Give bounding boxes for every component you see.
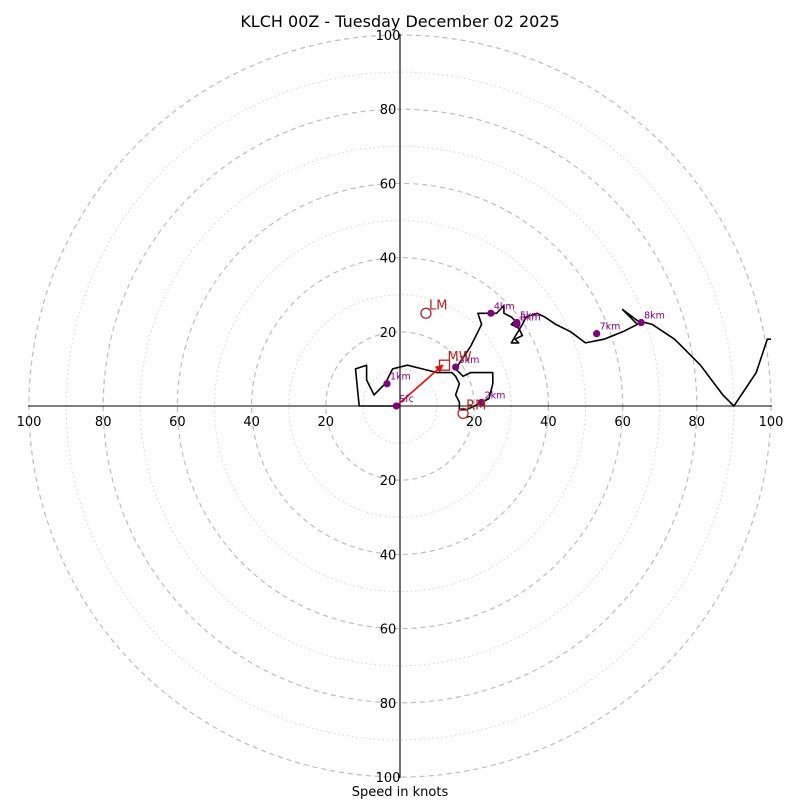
shear-vector-arrow — [395, 364, 444, 407]
height-label-Sfc: Sfc — [399, 394, 414, 405]
tick-label-left-60: 60 — [169, 415, 186, 430]
axis-tick-labels: 20 20 20 20 40 40 40 40 60 60 60 60 80 80 80 80 100 100 10… — [17, 29, 784, 786]
storm-motion-label-MW: MW — [448, 350, 472, 365]
storm-motion-marker-LM — [420, 307, 432, 319]
height-dot-4km — [487, 309, 495, 317]
tick-label-top-100: 100 — [376, 29, 401, 44]
tick-label-top-80: 80 — [380, 103, 397, 118]
tick-label-bottom-40: 40 — [380, 548, 397, 563]
tick-label-left-40: 40 — [243, 415, 260, 430]
tick-label-left-100: 100 — [17, 415, 42, 430]
wind-trace-line — [354, 304, 771, 411]
height-dot-Sfc — [392, 402, 400, 410]
height-label-3km: 3km — [459, 355, 480, 366]
storm-motion-label-RM: RM — [466, 398, 486, 413]
storm-motion-label-LM: LM — [429, 298, 447, 313]
height-label-7km: 7km — [600, 322, 621, 333]
tick-label-top-40: 40 — [380, 252, 397, 267]
height-dot-6km — [513, 320, 521, 328]
storm-motion-marker-MW — [438, 359, 451, 371]
tick-label-bottom-20: 20 — [380, 474, 397, 489]
height-label-1km: 1km — [390, 372, 411, 383]
storm-motion-markers: LM RM MW — [420, 298, 486, 420]
height-dot-3km — [452, 363, 460, 371]
height-label-8km: 8km — [644, 311, 665, 322]
height-dot-7km — [593, 330, 601, 338]
height-dot-1km — [383, 380, 391, 388]
tick-label-left-80: 80 — [95, 415, 112, 430]
tick-label-bottom-60: 60 — [380, 623, 397, 638]
tick-label-right-80: 80 — [689, 415, 706, 430]
tick-label-top-20: 20 — [380, 326, 397, 341]
tick-label-right-60: 60 — [614, 415, 631, 430]
chart-title: KLCH 00Z - Tuesday December 02 2025 — [240, 12, 559, 31]
tick-label-top-60: 60 — [380, 177, 397, 192]
tick-label-bottom-80: 80 — [380, 697, 397, 712]
height-dot-8km — [637, 318, 645, 327]
height-label-6km: 6km — [520, 312, 541, 323]
tick-label-right-40: 40 — [540, 415, 557, 430]
tick-label-left-20: 20 — [318, 415, 335, 430]
height-label-2km: 2km — [485, 390, 506, 401]
tick-label-bottom-100: 100 — [376, 771, 401, 786]
tick-label-right-100: 100 — [759, 415, 784, 430]
storm-motion-marker-RM — [457, 407, 469, 420]
height-label-5km: 5km — [520, 311, 541, 322]
tick-label-right-20: 20 — [466, 415, 483, 430]
height-label-4km: 4km — [494, 301, 515, 312]
x-axis-label: Speed in knots — [352, 785, 449, 800]
height-dot-2km — [478, 398, 486, 406]
